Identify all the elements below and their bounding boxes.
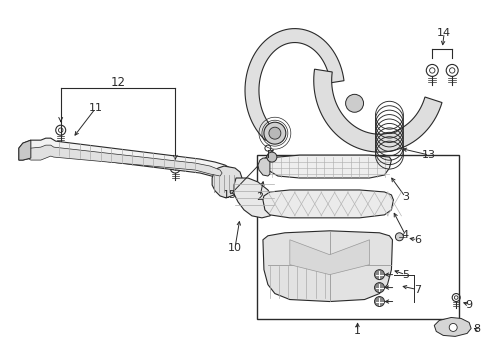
Polygon shape [263,231,392,302]
Text: 12: 12 [111,76,126,89]
Polygon shape [290,240,369,275]
Circle shape [267,152,277,162]
Polygon shape [26,145,222,176]
Text: 15: 15 [223,190,237,200]
Circle shape [269,127,281,139]
Circle shape [374,270,385,280]
Text: 14: 14 [437,28,451,37]
Text: 10: 10 [228,243,242,253]
Circle shape [264,122,286,144]
Text: 1: 1 [354,327,361,336]
Text: 13: 13 [422,150,436,160]
Bar [257,155,459,319]
Polygon shape [263,190,393,218]
Text: 9: 9 [466,300,473,310]
Polygon shape [234,178,274,218]
Text: 8: 8 [473,324,481,334]
Text: 3: 3 [402,192,409,202]
Polygon shape [434,318,471,336]
Text: 2: 2 [256,192,264,202]
Circle shape [449,323,457,332]
Polygon shape [245,28,344,140]
Polygon shape [212,166,242,198]
Text: 7: 7 [414,284,421,294]
Polygon shape [314,69,442,152]
Text: 6: 6 [414,235,421,245]
Text: 4: 4 [402,230,409,240]
Polygon shape [258,158,270,176]
Circle shape [345,94,364,112]
Polygon shape [19,138,230,180]
Text: 11: 11 [89,103,102,113]
Text: 5: 5 [402,270,409,280]
Circle shape [374,283,385,293]
Circle shape [395,233,403,241]
Polygon shape [263,155,392,178]
Polygon shape [19,140,31,160]
Circle shape [374,297,385,306]
